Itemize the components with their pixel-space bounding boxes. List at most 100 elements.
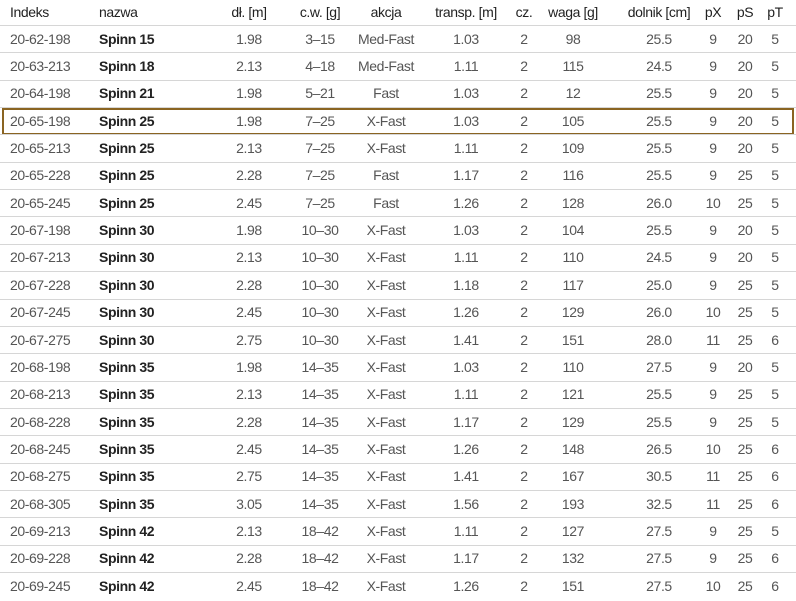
cell: 25 <box>737 413 753 430</box>
cell: 132 <box>561 550 585 567</box>
cell: 1.98 <box>236 222 262 239</box>
cell: 5 <box>771 112 779 129</box>
row-separator <box>0 216 796 218</box>
cell: 9 <box>709 222 717 239</box>
cell: 20-67-228 <box>10 276 71 293</box>
row-separator <box>0 353 796 355</box>
cell: X-Fast <box>366 276 406 293</box>
cell: X-Fast <box>366 468 406 485</box>
cell: 4–18 <box>305 58 335 75</box>
cell: Spinn 21 <box>99 85 155 102</box>
cell: 10–30 <box>301 304 339 321</box>
cell: 20-68-213 <box>10 386 71 403</box>
cell: 20-67-245 <box>10 304 71 321</box>
cell: 5 <box>771 194 779 211</box>
header-cell: waga [g] <box>548 4 598 20</box>
cell: 2.13 <box>236 140 262 157</box>
cell: 25 <box>737 577 753 594</box>
cell: 167 <box>561 468 585 485</box>
cell: 25.5 <box>646 140 672 157</box>
cell: 5 <box>771 249 779 266</box>
cell: X-Fast <box>366 577 406 594</box>
cell: 20 <box>737 112 753 129</box>
cell: 1.17 <box>453 167 479 184</box>
cell: Fast <box>373 85 399 102</box>
cell: 115 <box>562 58 584 75</box>
row-separator <box>0 380 796 382</box>
cell: 5 <box>771 222 779 239</box>
cell: Spinn 35 <box>99 413 155 430</box>
cell: 25.5 <box>646 413 672 430</box>
cell: 20-68-198 <box>10 358 71 375</box>
cell: 20-69-228 <box>10 550 71 567</box>
cell: 10–30 <box>301 276 339 293</box>
cell: 24.5 <box>646 249 672 266</box>
cell: 2 <box>520 358 528 375</box>
header-cell: cz. <box>515 4 533 20</box>
cell: 9 <box>709 85 717 102</box>
header-cell: c.w. [g] <box>299 4 341 20</box>
cell: 9 <box>709 550 717 567</box>
cell: 18–42 <box>301 522 339 539</box>
cell: 25.5 <box>646 222 672 239</box>
cell: 2 <box>520 276 528 293</box>
cell: Fast <box>373 194 399 211</box>
cell: 98 <box>565 30 581 47</box>
cell: 20-65-228 <box>10 167 71 184</box>
cell: Med-Fast <box>358 58 414 75</box>
row-separator <box>0 572 796 573</box>
cell: Spinn 35 <box>99 358 155 375</box>
cell: X-Fast <box>366 358 406 375</box>
cell: 6 <box>771 550 779 567</box>
cell: 27.5 <box>646 358 672 375</box>
cell: 1.03 <box>453 85 479 102</box>
cell: 26.0 <box>646 194 672 211</box>
cell: Spinn 30 <box>99 249 155 266</box>
cell: X-Fast <box>366 249 406 266</box>
cell: X-Fast <box>366 550 406 567</box>
cell: 20-67-198 <box>10 222 71 239</box>
cell: 1.26 <box>453 304 479 321</box>
cell: Med-Fast <box>358 30 414 47</box>
cell: 7–25 <box>305 167 335 184</box>
cell: 20 <box>737 30 753 47</box>
row-separator <box>0 243 796 245</box>
cell: 10 <box>705 440 721 457</box>
cell: 11 <box>706 468 720 485</box>
cell: 128 <box>561 194 585 211</box>
cell: 1.98 <box>236 30 262 47</box>
cell: 20-69-213 <box>10 522 71 539</box>
cell: 14–35 <box>301 468 339 485</box>
header-cell: dolnik [cm] <box>627 4 691 20</box>
cell: 2.45 <box>236 577 262 594</box>
cell: 9 <box>709 140 717 157</box>
cell: Spinn 30 <box>99 222 155 239</box>
cell: 20-62-198 <box>10 30 71 47</box>
cell: 105 <box>561 112 585 129</box>
header-cell: Indeks <box>10 4 49 20</box>
cell: 1.03 <box>453 358 479 375</box>
cell: 1.03 <box>453 222 479 239</box>
cell: 2.45 <box>236 194 262 211</box>
cell: 10 <box>705 577 721 594</box>
cell: 20-69-245 <box>10 577 71 594</box>
cell: 30.5 <box>646 468 672 485</box>
row-separator <box>0 489 796 491</box>
cell: 110 <box>562 249 584 266</box>
cell: 20-67-213 <box>10 249 71 266</box>
cell: Spinn 35 <box>99 468 155 485</box>
cell: 14–35 <box>301 386 339 403</box>
cell: 1.03 <box>453 112 479 129</box>
cell: 25 <box>737 495 753 512</box>
cell: 5 <box>771 413 779 430</box>
cell: 20-63-213 <box>10 58 71 75</box>
cell: 20 <box>737 58 753 75</box>
cell: 129 <box>561 413 585 430</box>
row-separator <box>0 79 796 81</box>
header-cell: nazwa <box>99 4 138 20</box>
cell: 2.45 <box>236 440 262 457</box>
cell: 26.0 <box>646 304 672 321</box>
cell: 25 <box>737 331 753 348</box>
cell: Spinn 30 <box>99 331 155 348</box>
cell: 25.5 <box>646 167 672 184</box>
